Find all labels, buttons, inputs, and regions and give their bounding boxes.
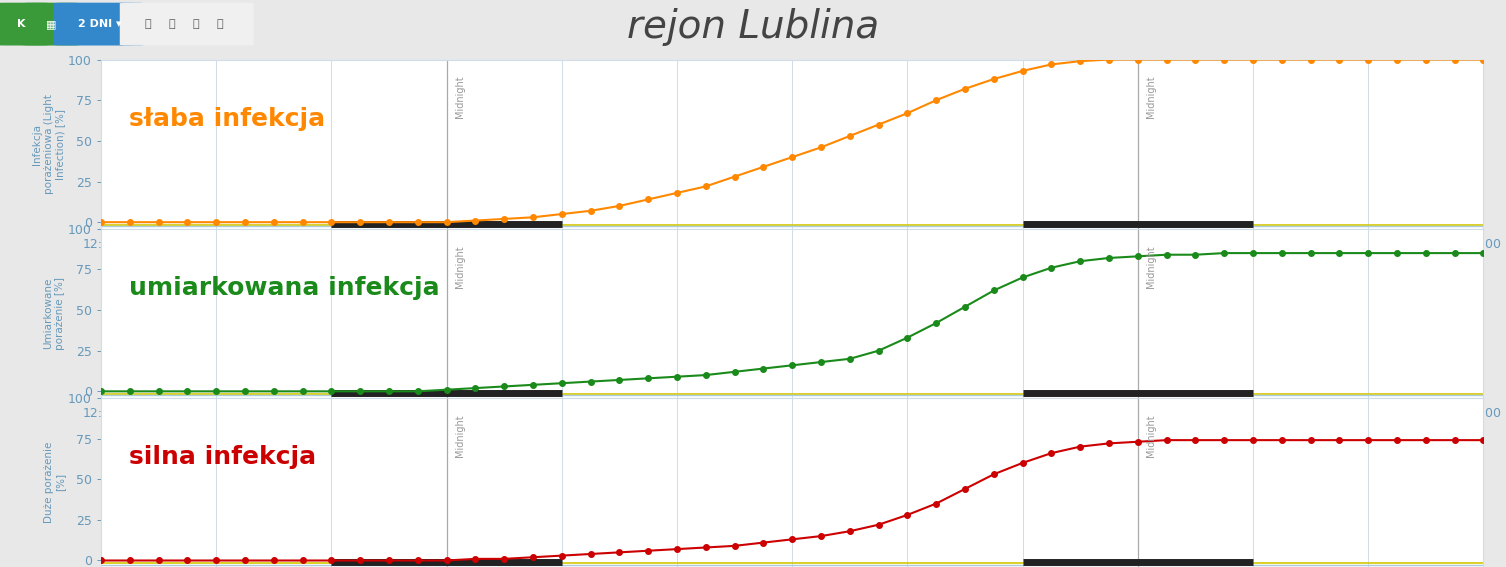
Text: ▦: ▦ bbox=[47, 19, 56, 29]
Text: ⏩: ⏩ bbox=[193, 19, 199, 29]
Text: Midnight: Midnight bbox=[1146, 76, 1157, 119]
Text: ⏪: ⏪ bbox=[169, 19, 175, 29]
Text: ⏮: ⏮ bbox=[145, 19, 151, 29]
Text: Midnight: Midnight bbox=[1146, 245, 1157, 287]
Y-axis label: Umiarkowane
porażenie [%]: Umiarkowane porażenie [%] bbox=[44, 277, 65, 350]
Text: Midnight: Midnight bbox=[1146, 414, 1157, 457]
Text: Midnight: Midnight bbox=[455, 76, 465, 119]
Text: rejon Lublina: rejon Lublina bbox=[626, 7, 880, 45]
FancyBboxPatch shape bbox=[0, 3, 50, 45]
Y-axis label: Duże porażenie
[%]: Duże porażenie [%] bbox=[44, 442, 65, 523]
Text: Midnight: Midnight bbox=[455, 245, 465, 287]
FancyBboxPatch shape bbox=[120, 3, 253, 45]
Text: ⏭: ⏭ bbox=[217, 19, 223, 29]
Text: Midnight: Midnight bbox=[455, 414, 465, 457]
Y-axis label: Infekcja
porażeniowa (Light
Infection) [%]: Infekcja porażeniowa (Light Infection) [… bbox=[32, 94, 65, 194]
Text: słaba infekcja: słaba infekcja bbox=[128, 107, 325, 131]
Text: silna infekcja: silna infekcja bbox=[128, 445, 316, 469]
Text: 2 DNI ▾: 2 DNI ▾ bbox=[78, 19, 120, 29]
FancyBboxPatch shape bbox=[23, 3, 80, 45]
FancyBboxPatch shape bbox=[54, 3, 145, 45]
Text: umiarkowana infekcja: umiarkowana infekcja bbox=[128, 276, 440, 300]
Text: K: K bbox=[17, 19, 26, 29]
